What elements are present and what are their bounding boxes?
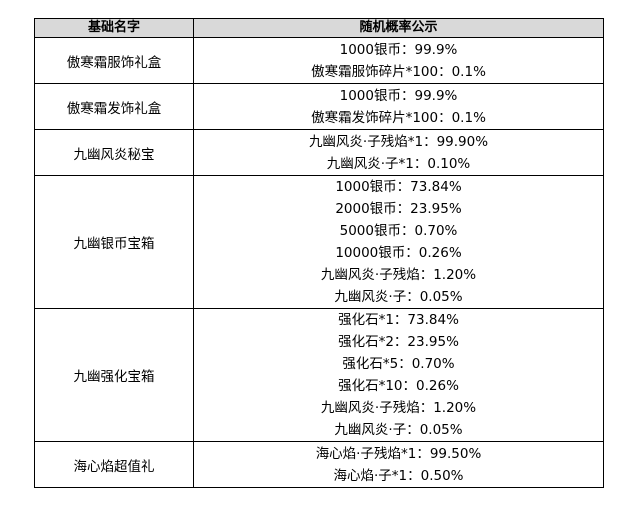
item-name: 海心焰超值礼 xyxy=(34,441,194,488)
table-header-row: 基础名字 随机概率公示 xyxy=(34,18,604,38)
probability-line: 九幽风炎·子残焰*1：99.90% xyxy=(308,133,489,150)
probability-cell: 强化石*1：73.84% 强化石*2：23.95% 强化石*5：0.70% 强化… xyxy=(193,308,604,442)
item-name: 九幽风炎秘宝 xyxy=(34,129,194,176)
table-row: 九幽风炎秘宝 九幽风炎·子残焰*1：99.90% 九幽风炎·子*1：0.10% xyxy=(34,129,604,176)
probability-line: 九幽风炎·子*1：0.10% xyxy=(326,155,471,172)
header-probability: 随机概率公示 xyxy=(193,18,604,38)
header-name: 基础名字 xyxy=(34,18,194,38)
table-row: 海心焰超值礼 海心焰·子残焰*1：99.50% 海心焰·子*1：0.50% xyxy=(34,441,604,488)
probability-line: 强化石*1：73.84% xyxy=(338,312,459,328)
probability-line: 强化石*10：0.26% xyxy=(338,378,459,394)
probability-line: 强化石*2：23.95% xyxy=(338,334,459,350)
probability-line: 海心焰·子残焰*1：99.50% xyxy=(315,445,482,462)
probability-line: 九幽风炎·子残焰：1.20% xyxy=(320,267,477,283)
table-row: 九幽银币宝箱 1000银币：73.84% 2000银币：23.95% 5000银… xyxy=(34,175,604,309)
probability-line: 强化石*5：0.70% xyxy=(342,356,455,372)
probability-cell: 1000银币：99.9% 傲寒霜服饰碎片*100：0.1% xyxy=(193,37,604,84)
probability-cell: 海心焰·子残焰*1：99.50% 海心焰·子*1：0.50% xyxy=(193,441,604,488)
probability-line: 傲寒霜发饰碎片*100：0.1% xyxy=(311,109,486,126)
item-name: 九幽银币宝箱 xyxy=(34,175,194,309)
probability-cell: 1000银币：99.9% 傲寒霜发饰碎片*100：0.1% xyxy=(193,83,604,130)
item-name: 九幽强化宝箱 xyxy=(34,308,194,442)
probability-line: 5000银币：0.70% xyxy=(339,223,458,239)
probability-line: 傲寒霜服饰碎片*100：0.1% xyxy=(311,63,486,80)
probability-table: 基础名字 随机概率公示 傲寒霜服饰礼盒 1000银币：99.9% 傲寒霜服饰碎片… xyxy=(34,18,604,488)
table-row: 傲寒霜服饰礼盒 1000银币：99.9% 傲寒霜服饰碎片*100：0.1% xyxy=(34,37,604,84)
probability-cell: 九幽风炎·子残焰*1：99.90% 九幽风炎·子*1：0.10% xyxy=(193,129,604,176)
probability-line: 九幽风炎·子：0.05% xyxy=(334,289,463,305)
probability-line: 1000银币：73.84% xyxy=(335,179,462,195)
probability-line: 海心焰·子*1：0.50% xyxy=(333,467,464,484)
item-name: 傲寒霜发饰礼盒 xyxy=(34,83,194,130)
table-row: 傲寒霜发饰礼盒 1000银币：99.9% 傲寒霜发饰碎片*100：0.1% xyxy=(34,83,604,130)
probability-line: 1000银币：99.9% xyxy=(339,87,458,104)
probability-line: 九幽风炎·子残焰：1.20% xyxy=(320,400,477,416)
probability-line: 九幽风炎·子：0.05% xyxy=(334,422,463,438)
probability-line: 1000银币：99.9% xyxy=(339,41,458,58)
table-row: 九幽强化宝箱 强化石*1：73.84% 强化石*2：23.95% 强化石*5：0… xyxy=(34,308,604,442)
probability-cell: 1000银币：73.84% 2000银币：23.95% 5000银币：0.70%… xyxy=(193,175,604,309)
probability-line: 2000银币：23.95% xyxy=(335,201,462,217)
item-name: 傲寒霜服饰礼盒 xyxy=(34,37,194,84)
probability-line: 10000银币：0.26% xyxy=(335,245,462,261)
